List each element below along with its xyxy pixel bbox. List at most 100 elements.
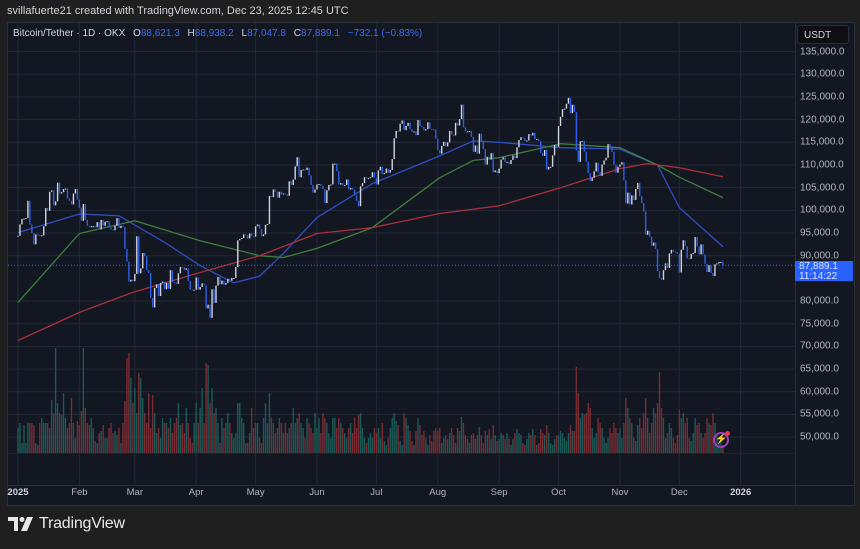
volume-bar — [710, 425, 712, 453]
lightning-icon[interactable]: ⚡ — [713, 431, 730, 448]
volume-bar — [395, 421, 397, 453]
volume-bar — [498, 439, 500, 453]
candle — [421, 125, 423, 127]
candle — [130, 279, 132, 282]
candle — [559, 116, 562, 126]
candle — [530, 134, 532, 136]
candle — [474, 145, 477, 152]
volume-bar — [466, 439, 469, 453]
candle — [433, 129, 435, 131]
candle — [371, 172, 374, 178]
time-tick-label: May — [246, 487, 265, 498]
candle — [27, 200, 29, 219]
candle — [76, 189, 79, 200]
volume-bar — [704, 433, 706, 453]
volume-bar — [583, 415, 585, 453]
time-tick-label: Dec — [670, 487, 688, 498]
candle — [555, 145, 558, 147]
candle — [221, 280, 223, 285]
volume-bar — [330, 438, 332, 453]
volume-bar — [183, 433, 186, 453]
volume-bar — [397, 425, 399, 453]
candle — [138, 236, 140, 274]
candle — [553, 145, 556, 156]
candle — [660, 277, 663, 280]
volume-bar — [347, 428, 350, 453]
volume-bar — [377, 428, 380, 453]
volume-bar — [175, 418, 178, 453]
volume-bar — [138, 373, 140, 453]
volume-bar — [342, 428, 344, 453]
candle — [549, 166, 552, 168]
candle — [439, 150, 441, 154]
open-value: 88,621.3 — [140, 28, 180, 39]
volume-bar — [235, 433, 237, 453]
candle — [258, 224, 261, 229]
candle — [710, 265, 712, 273]
volume-bar — [518, 433, 520, 453]
candle — [482, 140, 484, 150]
volume-bar — [68, 423, 71, 453]
tradingview-logo: TradingView — [8, 515, 125, 533]
candle — [50, 190, 53, 192]
candle — [702, 244, 704, 255]
low-label: L — [241, 28, 248, 39]
volume-bar — [144, 413, 146, 453]
volume-bar — [718, 443, 720, 453]
candle — [320, 184, 322, 186]
volume-bar — [522, 443, 524, 453]
candle — [670, 249, 673, 254]
volume-bar — [151, 395, 154, 453]
candle — [644, 211, 647, 235]
candle — [211, 289, 213, 318]
candle — [444, 141, 447, 147]
volume-bar — [452, 435, 455, 453]
volume-bar — [597, 418, 599, 453]
candle — [664, 263, 667, 271]
volume-bar — [682, 413, 684, 453]
candle — [280, 191, 283, 195]
candle — [353, 189, 356, 196]
volume-bar — [375, 433, 378, 453]
symbol-label[interactable]: Bitcoin/Tether · 1D · OKX — [13, 28, 126, 39]
volume-bar — [411, 441, 413, 453]
volume-bar — [195, 403, 197, 453]
volume-bar — [306, 418, 308, 453]
volume-bar — [41, 418, 43, 453]
moving-average-green — [17, 143, 724, 303]
candle — [603, 160, 605, 165]
volume-bar — [476, 435, 479, 453]
candle — [140, 268, 142, 274]
candle — [395, 130, 397, 139]
change-value: −732.1 (−0.83%) — [347, 28, 423, 39]
candle — [662, 270, 665, 280]
volume-bar — [258, 438, 261, 453]
candle — [627, 192, 629, 204]
tradingview-logo-icon — [8, 517, 33, 531]
volume-bar — [441, 443, 443, 453]
candle — [47, 208, 49, 211]
candle — [104, 221, 106, 226]
candle — [241, 238, 243, 240]
volume-bar — [324, 418, 326, 453]
volume-bar — [239, 403, 241, 453]
currency-unit-button[interactable]: USDT — [797, 25, 849, 44]
candle — [409, 122, 411, 130]
volume-bar — [678, 410, 681, 453]
volume-bar — [492, 425, 494, 453]
volume-bar — [165, 423, 168, 453]
candle — [243, 234, 245, 239]
volume-bar — [126, 358, 128, 453]
volume-bar — [197, 423, 199, 453]
candle — [674, 251, 677, 253]
candle — [502, 157, 504, 160]
candle — [625, 180, 627, 204]
volume-bar — [524, 445, 526, 453]
volume-bar — [409, 431, 411, 453]
candle — [189, 281, 191, 290]
candle — [183, 267, 186, 270]
volume-bar — [302, 428, 304, 453]
volume-bar — [700, 433, 702, 453]
volume-bar — [512, 439, 514, 453]
